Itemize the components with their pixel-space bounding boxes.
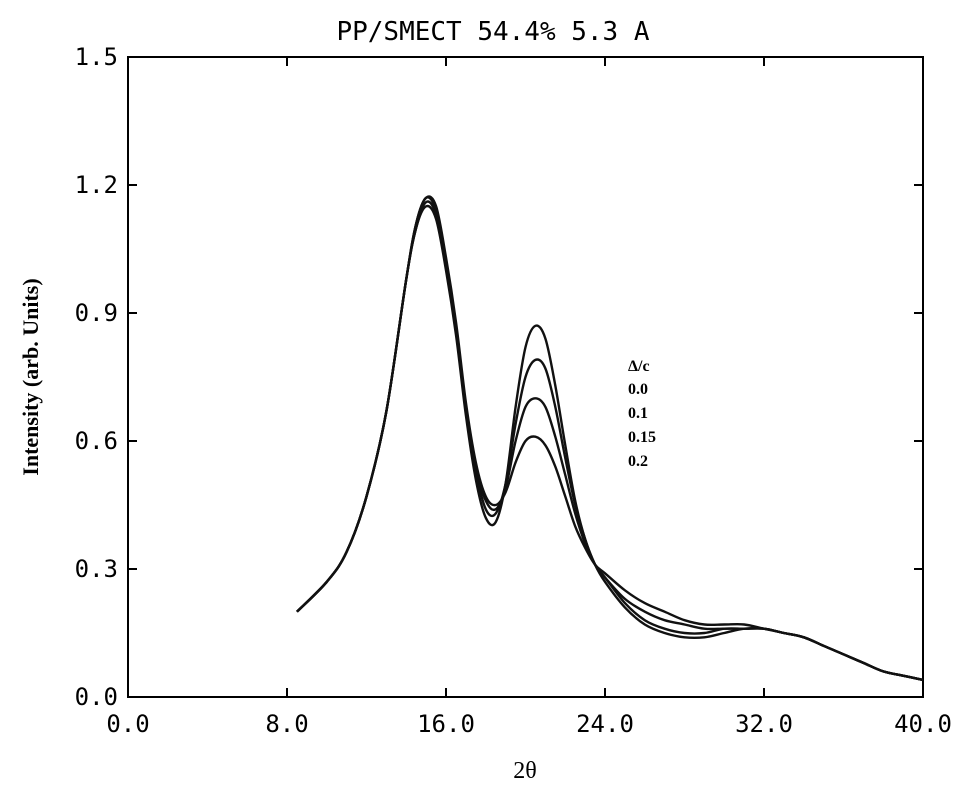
x-tick-label: 40.0 (894, 710, 952, 738)
legend-entry: 0.1 (628, 405, 648, 422)
y-axis: 0.0 0.3 0.6 0.9 1.2 1.5 (75, 43, 923, 711)
series-line-0.2 (296, 195, 924, 682)
x-tick-label: 0.0 (106, 710, 149, 738)
legend: Δ/c 0.0 0.1 0.15 0.2 (628, 358, 656, 470)
series-group (296, 195, 924, 682)
legend-entry: 0.2 (628, 453, 648, 470)
series-line-0.0 (296, 204, 924, 682)
legend-title: Δ/c (628, 358, 650, 375)
y-tick-label: 1.2 (75, 171, 118, 199)
y-tick-label: 0.3 (75, 555, 118, 583)
x-axis-label: 2θ (513, 758, 537, 784)
x-tick-label: 8.0 (265, 710, 308, 738)
x-tick-label: 32.0 (735, 710, 793, 738)
legend-entry: 0.15 (628, 429, 656, 446)
y-tick-label: 0.0 (75, 683, 118, 711)
series-line-0.15 (296, 196, 924, 682)
y-tick-label: 0.6 (75, 427, 118, 455)
y-axis-label: Intensity (arb. Units) (18, 278, 43, 475)
y-tick-label: 0.9 (75, 299, 118, 327)
x-axis: 0.0 8.0 16.0 24.0 32.0 40.0 (106, 57, 952, 738)
series-line-0.1 (296, 200, 924, 682)
y-tick-label: 1.5 (75, 43, 118, 71)
legend-entry: 0.0 (628, 381, 648, 398)
x-tick-label: 24.0 (576, 710, 634, 738)
x-tick-label: 16.0 (417, 710, 475, 738)
chart-title: PP/SMECT 54.4% 5.3 A (336, 17, 649, 47)
plot-area-frame (127, 56, 924, 698)
